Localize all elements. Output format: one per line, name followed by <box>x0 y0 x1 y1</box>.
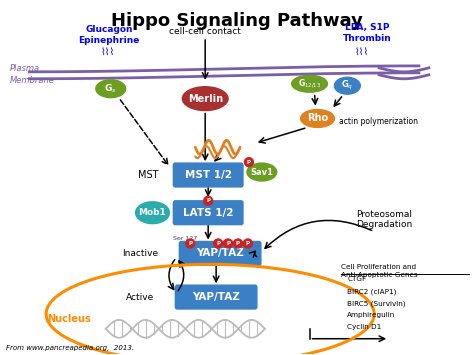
FancyBboxPatch shape <box>179 241 261 265</box>
FancyBboxPatch shape <box>173 201 243 225</box>
Ellipse shape <box>247 163 277 181</box>
Text: Plasma
Membrane: Plasma Membrane <box>9 64 54 85</box>
Text: ⌇⌇⌇: ⌇⌇⌇ <box>100 48 115 58</box>
Text: MST: MST <box>138 170 158 180</box>
FancyBboxPatch shape <box>173 163 243 187</box>
Text: YAP/TAZ: YAP/TAZ <box>196 248 244 258</box>
Text: CTGF: CTGF <box>347 276 366 282</box>
Text: actin polymerization: actin polymerization <box>339 117 419 126</box>
Text: Amphiregulin: Amphiregulin <box>347 312 396 318</box>
Text: G$_s$: G$_s$ <box>104 82 117 95</box>
Text: P: P <box>188 241 192 246</box>
Text: Hippo Signaling Pathway: Hippo Signaling Pathway <box>111 12 363 30</box>
Text: From www.pancreapedia.org,  2013.: From www.pancreapedia.org, 2013. <box>6 345 135 351</box>
Text: Active: Active <box>126 293 155 301</box>
Text: Cell Proliferation and
Anti-Apoptotic Genes: Cell Proliferation and Anti-Apoptotic Ge… <box>341 264 418 278</box>
Text: YAP/TAZ: YAP/TAZ <box>192 292 240 302</box>
Circle shape <box>204 196 213 205</box>
Circle shape <box>224 239 233 248</box>
Text: Glucagon
Epinephrine: Glucagon Epinephrine <box>78 25 139 45</box>
Text: ⌇⌇⌇: ⌇⌇⌇ <box>354 48 368 58</box>
Text: BIRC5 (Survivin): BIRC5 (Survivin) <box>347 300 406 306</box>
Text: Nucleus: Nucleus <box>47 314 91 324</box>
Text: Cyclin D1: Cyclin D1 <box>347 324 382 330</box>
Text: P: P <box>247 160 251 165</box>
Text: Rho: Rho <box>307 114 328 124</box>
Text: Merlin: Merlin <box>188 94 223 104</box>
Text: cell-cell contact: cell-cell contact <box>169 27 241 36</box>
Text: Mob1: Mob1 <box>138 208 166 217</box>
Circle shape <box>186 239 195 248</box>
Ellipse shape <box>96 80 126 98</box>
Text: P: P <box>216 241 220 246</box>
Text: MST 1/2: MST 1/2 <box>185 170 232 180</box>
Ellipse shape <box>136 202 169 224</box>
Circle shape <box>214 239 223 248</box>
Text: P: P <box>206 198 210 203</box>
Text: Ser 127: Ser 127 <box>173 235 198 240</box>
Ellipse shape <box>301 110 335 127</box>
Text: P: P <box>236 241 240 246</box>
Circle shape <box>234 239 243 248</box>
Text: P: P <box>246 241 250 246</box>
Text: BIRC2 (cIAP1): BIRC2 (cIAP1) <box>347 288 397 295</box>
Text: LATS 1/2: LATS 1/2 <box>183 208 233 218</box>
Text: Proteosomal
Degradation: Proteosomal Degradation <box>356 210 412 229</box>
Ellipse shape <box>182 87 228 110</box>
Text: Sav1: Sav1 <box>250 168 273 176</box>
Ellipse shape <box>292 75 328 92</box>
Text: LPA, S1P
Thrombin: LPA, S1P Thrombin <box>343 23 392 43</box>
Text: P: P <box>226 241 230 246</box>
Text: G$_{12/13}$: G$_{12/13}$ <box>298 77 321 90</box>
Text: Inactive: Inactive <box>122 249 158 258</box>
Ellipse shape <box>335 77 360 94</box>
Text: G$_q$: G$_q$ <box>341 79 354 92</box>
Circle shape <box>244 239 253 248</box>
FancyBboxPatch shape <box>175 285 257 309</box>
Circle shape <box>245 158 254 166</box>
